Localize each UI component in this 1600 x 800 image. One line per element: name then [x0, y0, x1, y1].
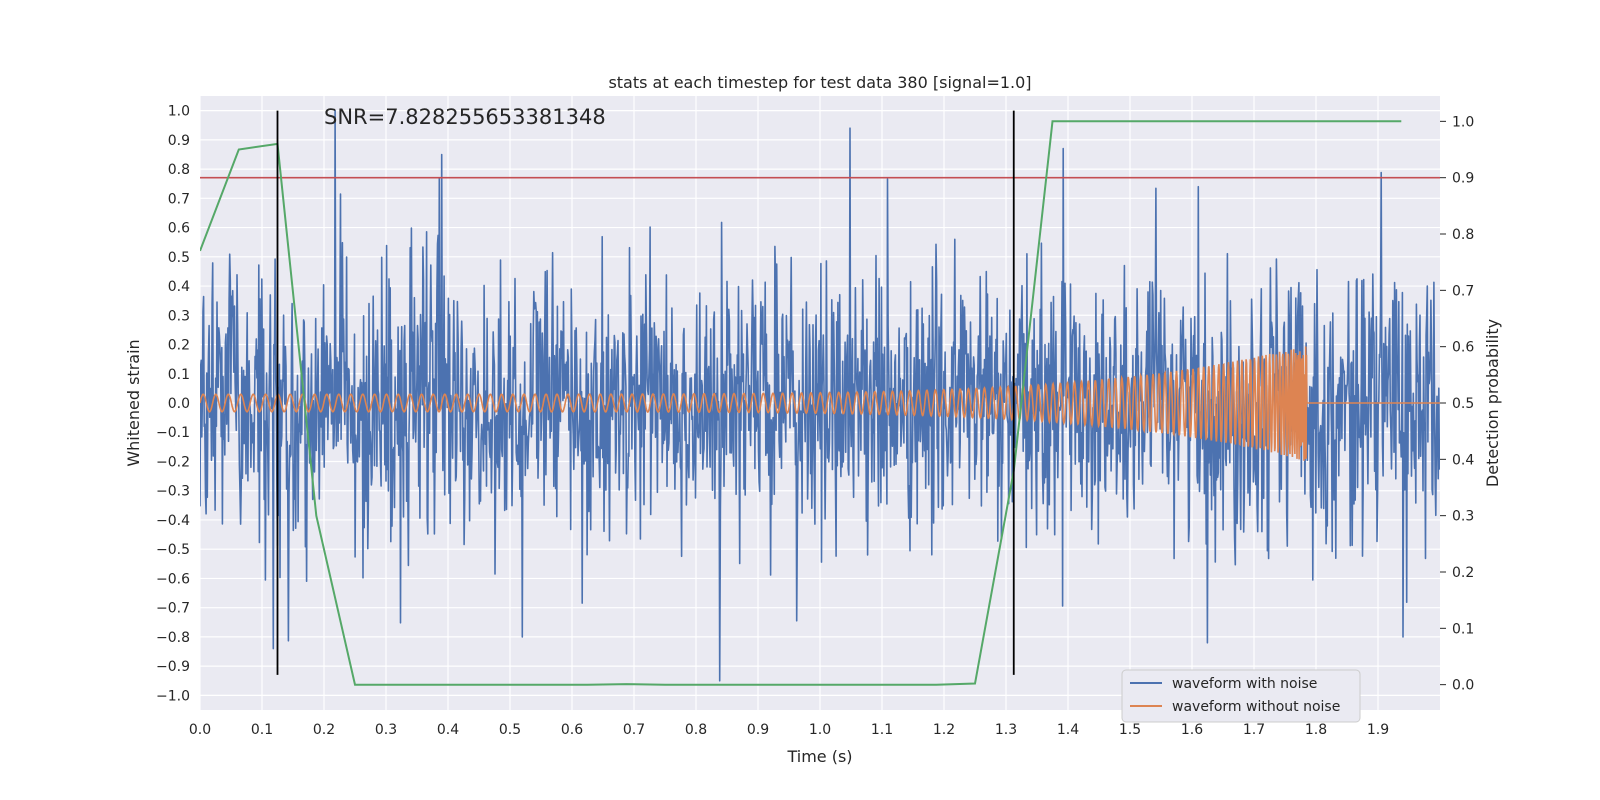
- y-right-tick-label: 0.9: [1452, 171, 1474, 187]
- y-right-tick-label: 0.2: [1452, 565, 1474, 581]
- y-tick-label: 0.0: [168, 396, 190, 412]
- y-right-tick-label: 0.0: [1452, 678, 1474, 694]
- y-tick-label: 0.7: [168, 191, 190, 207]
- y-tick-label: 0.2: [168, 338, 190, 354]
- y-right-tick-label: 0.5: [1452, 396, 1474, 412]
- y-tick-label: −0.1: [156, 425, 190, 441]
- x-tick-label: 0.3: [375, 722, 397, 738]
- y-tick-label: −0.4: [156, 513, 190, 529]
- clean-waveform-line: [200, 346, 1440, 461]
- y-axis-label: Whitened strain: [124, 339, 143, 466]
- x-tick-label: 1.4: [1057, 722, 1079, 738]
- y-right-tick-label: 0.8: [1452, 227, 1474, 243]
- x-tick-label: 1.9: [1367, 722, 1389, 738]
- x-tick-label: 0.0: [189, 722, 211, 738]
- x-tick-label: 0.7: [623, 722, 645, 738]
- x-axis-label: Time (s): [786, 747, 852, 766]
- x-tick-label: 1.2: [933, 722, 955, 738]
- x-tick-label: 1.1: [871, 722, 893, 738]
- legend-label-clean: waveform without noise: [1172, 699, 1340, 715]
- x-tick-label: 0.1: [251, 722, 273, 738]
- legend-box: [1121, 669, 1361, 723]
- y-tick-label: −0.6: [156, 571, 190, 587]
- y-right-tick-label: 0.7: [1452, 283, 1474, 299]
- y-tick-label: −0.3: [156, 484, 190, 500]
- y-tick-label: 0.3: [168, 308, 190, 324]
- series-group: [200, 109, 1440, 686]
- y-right-tick-labels: 1.0 0.9 0.8 0.7 0.6 0.5 0.4 0.3 0.2 0.1 0.0: [1440, 114, 1474, 694]
- y-right-tick-label: 0.4: [1452, 452, 1474, 468]
- x-tick-label: 1.6: [1181, 722, 1203, 738]
- y-tick-label: −0.9: [156, 659, 190, 675]
- y-tick-label: −0.8: [156, 630, 190, 646]
- x-tick-label: 1.7: [1243, 722, 1265, 738]
- legend: waveform with noise waveform without noi…: [1121, 669, 1361, 723]
- y-tick-labels: 1.0 0.9 0.8 0.7 0.6 0.5 0.4 0.3 0.2 0.1 0.0 −0.1 −0.…: [156, 104, 190, 705]
- y-tick-label: −0.7: [156, 601, 190, 617]
- y-tick-label: −0.2: [156, 454, 190, 470]
- y-tick-label: 0.5: [168, 250, 190, 266]
- y-tick-label: 0.4: [168, 279, 190, 295]
- x-tick-label: 0.9: [747, 722, 769, 738]
- detection-probability-line: [200, 120, 1402, 686]
- y-right-tick-label: 0.1: [1452, 621, 1474, 637]
- x-tick-label: 0.8: [685, 722, 707, 738]
- x-tick-label: 1.8: [1305, 722, 1327, 738]
- x-tick-label: 1.3: [995, 722, 1017, 738]
- x-tick-label: 1.0: [809, 722, 831, 738]
- y-right-tick-label: 0.6: [1452, 340, 1474, 356]
- y-tick-label: 0.6: [168, 221, 190, 237]
- chart-title: stats at each timestep for test data 380…: [608, 73, 1031, 92]
- x-tick-label: 0.5: [499, 722, 521, 738]
- y-tick-label: −0.5: [156, 542, 190, 558]
- snr-annotation: SNR=7.828255653381348: [324, 105, 606, 129]
- x-tick-label: 0.2: [313, 722, 335, 738]
- x-tick-label: 1.5: [1119, 722, 1141, 738]
- y-right-tick-label: 1.0: [1452, 114, 1474, 130]
- x-tick-label: 0.6: [561, 722, 583, 738]
- x-tick-label: 0.4: [437, 722, 459, 738]
- y-tick-label: 0.9: [168, 133, 190, 149]
- y-tick-label: 0.8: [168, 162, 190, 178]
- x-tick-labels: 0.0 0.1 0.2 0.3 0.4 0.5 0.6 0.7 0.8 0.9 1.0 1.1 1.2 1…: [189, 722, 1389, 738]
- y-tick-label: −1.0: [156, 688, 190, 704]
- y-tick-label: 0.1: [168, 367, 190, 383]
- y-tick-label: 1.0: [168, 104, 190, 120]
- y-right-axis-label: Detection probability: [1483, 319, 1502, 487]
- legend-label-noisy: waveform with noise: [1172, 676, 1317, 692]
- y-right-tick-label: 0.3: [1452, 509, 1474, 525]
